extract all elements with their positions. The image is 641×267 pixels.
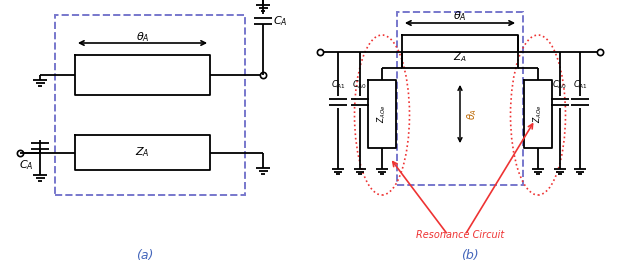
Text: $Z_A$: $Z_A$	[135, 146, 150, 159]
Bar	[397, 12, 523, 185]
Text: $Z_A$: $Z_A$	[453, 51, 467, 64]
Text: $\theta_A$: $\theta_A$	[453, 9, 467, 23]
Text: $\theta_A$: $\theta_A$	[136, 30, 149, 44]
Text: $C_{A1}$: $C_{A1}$	[572, 79, 588, 91]
Text: $C_A$: $C_A$	[19, 158, 33, 172]
Text: $C_A$: $C_A$	[273, 14, 288, 28]
Text: (a): (a)	[137, 249, 154, 261]
Text: $\theta_A$: $\theta_A$	[465, 108, 479, 120]
Text: (b): (b)	[461, 249, 479, 261]
Text: $C_{A1}$: $C_{A1}$	[331, 79, 345, 91]
Text: $Z_{AOe}$: $Z_{AOe}$	[376, 105, 388, 123]
Text: $C_{A0}$: $C_{A0}$	[553, 79, 567, 91]
Text: Resonance Circuit: Resonance Circuit	[416, 230, 504, 240]
Text: $Z_{AOe}$: $Z_{AOe}$	[532, 105, 544, 123]
Text: $C_{A0}$: $C_{A0}$	[353, 79, 367, 91]
Bar	[55, 15, 245, 195]
